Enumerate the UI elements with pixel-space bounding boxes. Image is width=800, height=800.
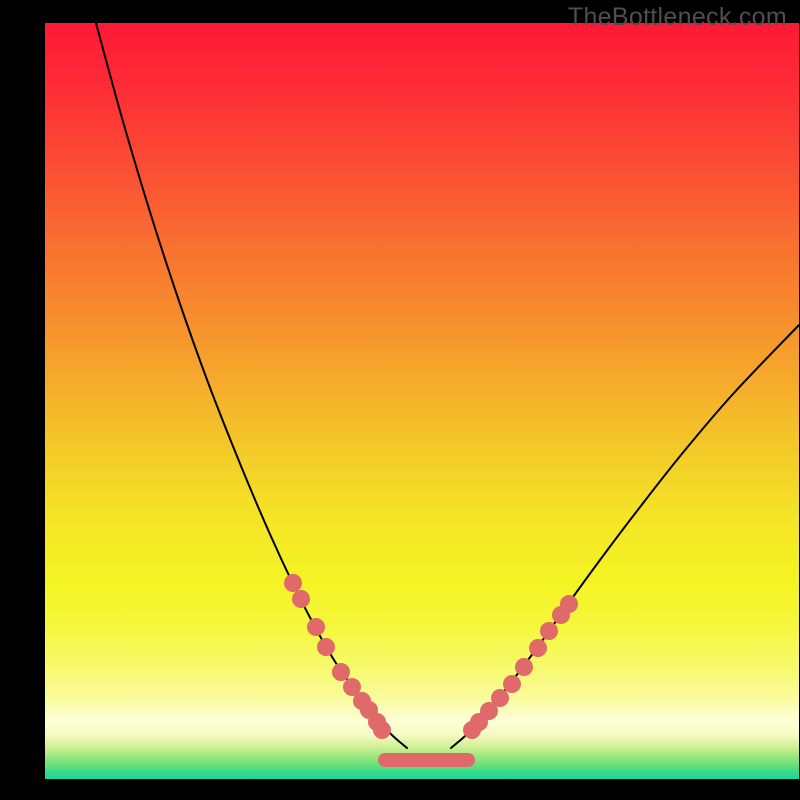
curve-left xyxy=(96,23,407,748)
marker-dot xyxy=(284,574,302,592)
marker-dot xyxy=(540,622,558,640)
watermark-text: TheBottleneck.com xyxy=(568,3,787,32)
chart-svg xyxy=(45,23,799,779)
marker-dot xyxy=(560,595,578,613)
marker-dot xyxy=(307,618,325,636)
marker-dot xyxy=(529,639,547,657)
marker-dot xyxy=(332,663,350,681)
marker-dot xyxy=(317,638,335,656)
plot-area xyxy=(45,23,799,779)
marker-dot xyxy=(373,721,391,739)
marker-dot xyxy=(515,658,533,676)
marker-dot xyxy=(491,689,509,707)
marker-dot xyxy=(292,590,310,608)
marker-dot xyxy=(503,675,521,693)
stage: TheBottleneck.com xyxy=(0,0,800,800)
